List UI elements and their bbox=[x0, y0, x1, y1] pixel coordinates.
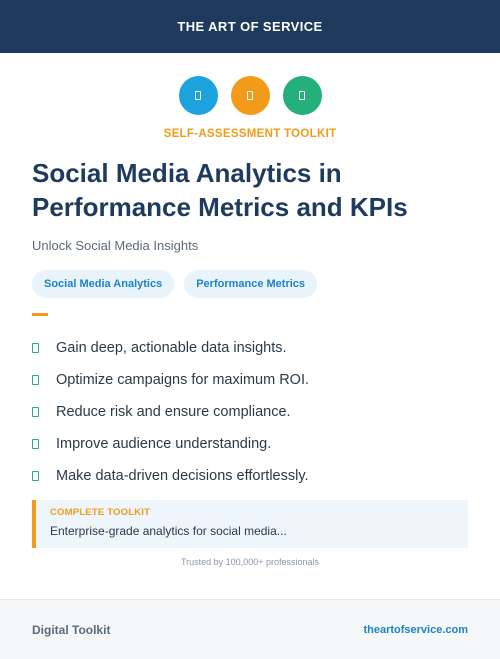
feature-item: Reduce risk and ensure compliance. bbox=[32, 396, 309, 428]
feature-item: Improve audience understanding. bbox=[32, 428, 309, 460]
accent-divider bbox=[32, 313, 48, 316]
header-bar: THE ART OF SERVICE bbox=[0, 0, 500, 53]
tag-performance-metrics[interactable]: Performance Metrics bbox=[184, 270, 318, 298]
website-link[interactable]: theartofservice.com bbox=[363, 623, 468, 636]
toolkit-callout: COMPLETE TOOLKIT Enterprise-grade analyt… bbox=[32, 500, 468, 548]
tag-list: Social Media Analytics Performance Metri… bbox=[32, 270, 318, 298]
toolkit-kicker: SELF-ASSESSMENT TOOLKIT bbox=[163, 128, 337, 140]
checkbox-icon bbox=[32, 471, 39, 481]
document-icon bbox=[282, 76, 322, 115]
feature-text: Gain deep, actionable data insights. bbox=[56, 340, 287, 356]
feature-item: Make data-driven decisions effortlessly. bbox=[32, 460, 309, 492]
checkbox-icon bbox=[32, 343, 39, 353]
trust-note: Trusted by 100,000+ professionals bbox=[180, 557, 319, 567]
icon-row bbox=[0, 76, 500, 115]
callout-label: COMPLETE TOOLKIT bbox=[50, 507, 151, 518]
document-icon bbox=[178, 76, 218, 115]
checkbox-icon bbox=[32, 439, 39, 449]
tag-social-media-analytics[interactable]: Social Media Analytics bbox=[32, 270, 175, 298]
page-title: Social Media Analytics in Performance Me… bbox=[32, 158, 408, 222]
callout-text: Enterprise-grade analytics for social me… bbox=[50, 524, 287, 538]
feature-list: Gain deep, actionable data insights. Opt… bbox=[32, 332, 309, 492]
checkbox-icon bbox=[32, 375, 39, 385]
checkbox-icon bbox=[32, 407, 39, 417]
footer: Digital Toolkit theartofservice.com bbox=[0, 599, 500, 659]
page-subtitle: Unlock Social Media Insights bbox=[32, 238, 199, 253]
feature-text: Reduce risk and ensure compliance. bbox=[56, 404, 291, 420]
feature-item: Optimize campaigns for maximum ROI. bbox=[32, 364, 309, 396]
document-icon bbox=[230, 76, 270, 115]
brand-name: THE ART OF SERVICE bbox=[177, 19, 323, 34]
feature-text: Make data-driven decisions effortlessly. bbox=[56, 468, 309, 484]
footer-label: Digital Toolkit bbox=[32, 622, 111, 637]
feature-text: Optimize campaigns for maximum ROI. bbox=[56, 372, 310, 388]
feature-item: Gain deep, actionable data insights. bbox=[32, 332, 309, 364]
feature-text: Improve audience understanding. bbox=[56, 436, 272, 452]
